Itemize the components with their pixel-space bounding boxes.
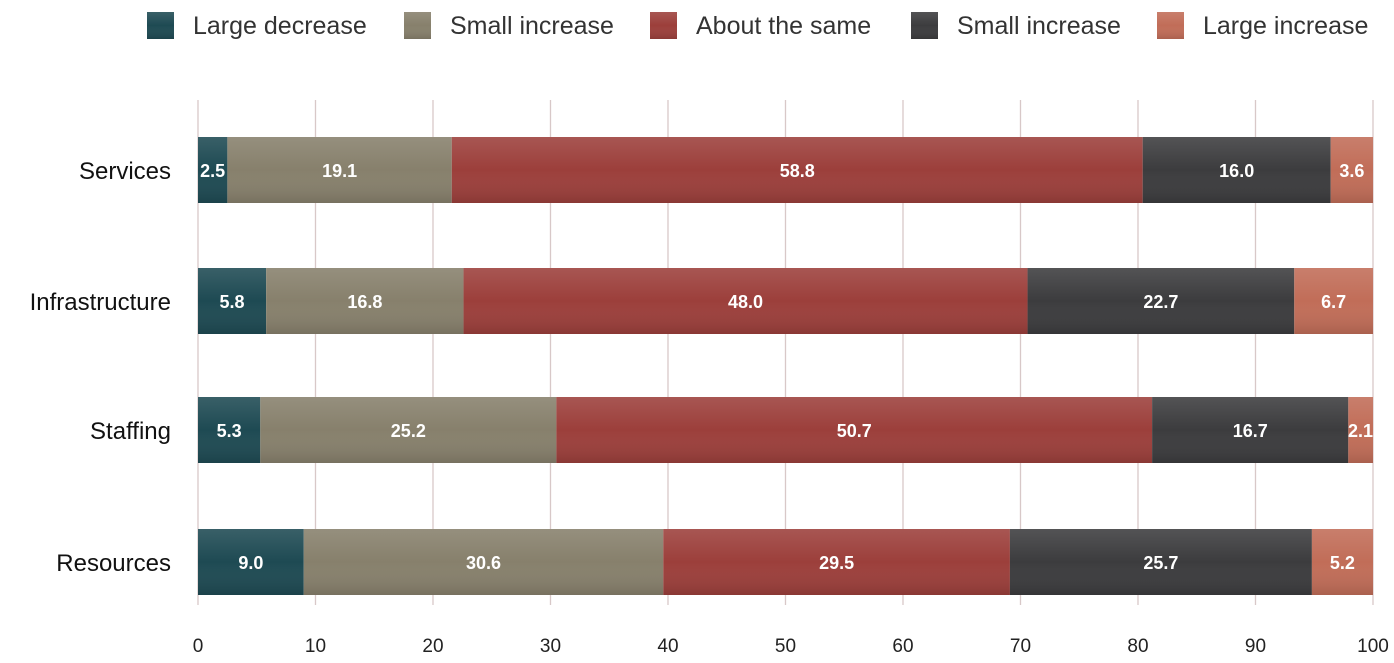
data-label: 25.2 (391, 421, 426, 441)
data-label: 22.7 (1143, 292, 1178, 312)
data-label: 29.5 (819, 553, 854, 573)
legend-swatch-shade (404, 12, 431, 39)
legend-swatch-shade (911, 12, 938, 39)
bar-segment-shade (556, 397, 1153, 463)
legend-label: Small increase (957, 12, 1121, 40)
category-label: Staffing (90, 418, 171, 445)
data-label: 2.1 (1348, 421, 1373, 441)
bar-segment-shade (1294, 268, 1373, 334)
legend-label: Large increase (1203, 12, 1368, 40)
bar-segment-shade (1152, 397, 1349, 463)
bar-segment-shade (451, 137, 1143, 203)
legend-swatch-shade (147, 12, 174, 39)
bar-segment-shade (1330, 137, 1373, 203)
x-tick-label: 100 (1357, 636, 1389, 657)
x-tick-label: 70 (1010, 636, 1031, 657)
bar-row-staffing: 5.3 25.2 50.7 16.7 2.1 (198, 397, 1373, 463)
legend-swatch-shade (1157, 12, 1184, 39)
bar-segment-shade (1348, 397, 1373, 463)
data-label: 6.7 (1321, 292, 1346, 312)
legend-item: About the same (650, 12, 871, 40)
x-tick-label: 40 (657, 636, 678, 657)
data-label: 5.8 (220, 292, 245, 312)
bar-row-infrastructure: 5.8 16.8 48.0 22.7 6.7 (198, 268, 1373, 334)
legend-item: Small increase (911, 12, 1121, 40)
legend-label: Large decrease (193, 12, 367, 40)
legend-item: Large increase (1157, 12, 1368, 40)
bar-segment-shade (198, 268, 267, 334)
data-label: 5.3 (217, 421, 242, 441)
data-label: 5.2 (1330, 553, 1355, 573)
data-label: 16.0 (1219, 161, 1254, 181)
legend-swatch-shade (650, 12, 677, 39)
bar-segment-shade (463, 268, 1028, 334)
category-labels: Services Infrastructure Staffing Resources (30, 158, 171, 577)
bar-segment-shade (303, 529, 664, 595)
bar-segment-shade (1009, 529, 1312, 595)
bar-segment-shade (198, 529, 304, 595)
data-label: 50.7 (837, 421, 872, 441)
x-tick-label: 0 (193, 636, 204, 657)
data-label: 30.6 (466, 553, 501, 573)
x-tick-label: 10 (305, 636, 326, 657)
data-label: 3.6 (1339, 161, 1364, 181)
legend-label: Small increase (450, 12, 614, 40)
bar-segment-shade (198, 397, 261, 463)
x-tick-label: 20 (422, 636, 443, 657)
legend-item: Large decrease (147, 12, 367, 40)
x-tick-label: 90 (1245, 636, 1266, 657)
legend-label: About the same (696, 12, 871, 40)
x-tick-label: 50 (775, 636, 796, 657)
bar-row-services: 2.5 19.1 58.8 16.0 3.6 (198, 137, 1373, 203)
data-label: 16.7 (1233, 421, 1268, 441)
category-label: Resources (56, 550, 171, 577)
bar-segment-shade (1142, 137, 1331, 203)
bar-segment-shade (663, 529, 1010, 595)
bar-segment-shade (1311, 529, 1373, 595)
x-tick-label: 80 (1127, 636, 1148, 657)
x-tick-label: 30 (540, 636, 561, 657)
category-label: Infrastructure (30, 289, 171, 316)
bar-segment-shade (1027, 268, 1295, 334)
data-label: 48.0 (728, 292, 763, 312)
legend: Large decrease Small increase About the sa… (147, 12, 1368, 40)
bar-segment-shade (227, 137, 452, 203)
bar-segment-shade (260, 397, 557, 463)
x-axis-ticks: 0 10 20 30 40 50 60 70 80 90 100 (193, 636, 1389, 657)
data-label: 19.1 (322, 161, 357, 181)
bars: 2.5 19.1 58.8 16.0 3.6 5.8 16.8 48.0 22.7 6.7 5.3 2… (198, 137, 1373, 595)
x-tick-label: 60 (892, 636, 913, 657)
category-label: Services (79, 158, 171, 185)
bar-row-resources: 9.0 30.6 29.5 25.7 5.2 (198, 529, 1373, 595)
data-label: 58.8 (780, 161, 815, 181)
data-label: 16.8 (347, 292, 382, 312)
bar-segment-shade (198, 137, 228, 203)
data-label: 25.7 (1143, 553, 1178, 573)
bar-segment-shade (266, 268, 464, 334)
legend-item: Small increase (404, 12, 614, 40)
data-label: 9.0 (238, 553, 263, 573)
data-label: 2.5 (200, 161, 225, 181)
